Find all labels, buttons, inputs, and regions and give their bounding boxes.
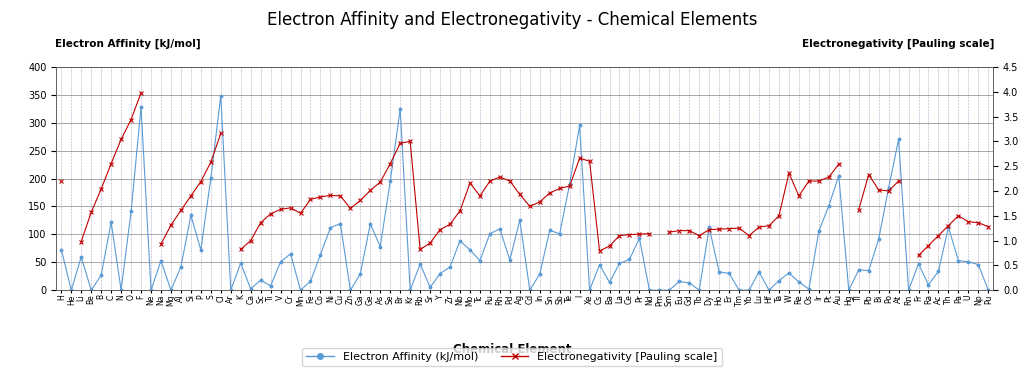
Electron Affinity (kJ/mol) (434, 272, 446, 276)
Electron Affinity (kJ/mol) (314, 252, 327, 257)
Electronegativity [Pauling scale] (304, 197, 316, 202)
Electron Affinity (kJ/mol) (234, 261, 247, 265)
Electron Affinity (kJ/mol) (773, 278, 785, 283)
Text: Electron Affinity and Electronegativity - Chemical Elements: Electron Affinity and Electronegativity … (266, 11, 758, 29)
Line: Electron Affinity (kJ/mol): Electron Affinity (kJ/mol) (60, 94, 989, 291)
Electronegativity [Pauling scale] (55, 179, 68, 183)
Text: Chemical Element: Chemical Element (453, 343, 571, 356)
Electron Affinity (kJ/mol) (633, 236, 645, 240)
Electronegativity [Pauling scale] (624, 232, 636, 237)
Electronegativity [Pauling scale] (454, 209, 466, 213)
Text: Electron Affinity [kJ/mol]: Electron Affinity [kJ/mol] (55, 39, 201, 49)
Legend: Electron Affinity (kJ/mol), Electronegativity [Pauling scale]: Electron Affinity (kJ/mol), Electronegat… (302, 347, 722, 366)
Electron Affinity (kJ/mol) (55, 247, 68, 252)
Electronegativity [Pauling scale] (763, 224, 775, 228)
Text: Electronegativity [Pauling scale]: Electronegativity [Pauling scale] (802, 39, 994, 49)
Electronegativity [Pauling scale] (982, 224, 994, 229)
Electron Affinity (kJ/mol) (215, 93, 227, 98)
Line: Electronegativity [Pauling scale]: Electronegativity [Pauling scale] (59, 91, 990, 257)
Electron Affinity (kJ/mol) (66, 288, 78, 292)
Electronegativity [Pauling scale] (424, 241, 436, 245)
Electron Affinity (kJ/mol) (982, 288, 994, 292)
Electron Affinity (kJ/mol) (464, 248, 476, 252)
